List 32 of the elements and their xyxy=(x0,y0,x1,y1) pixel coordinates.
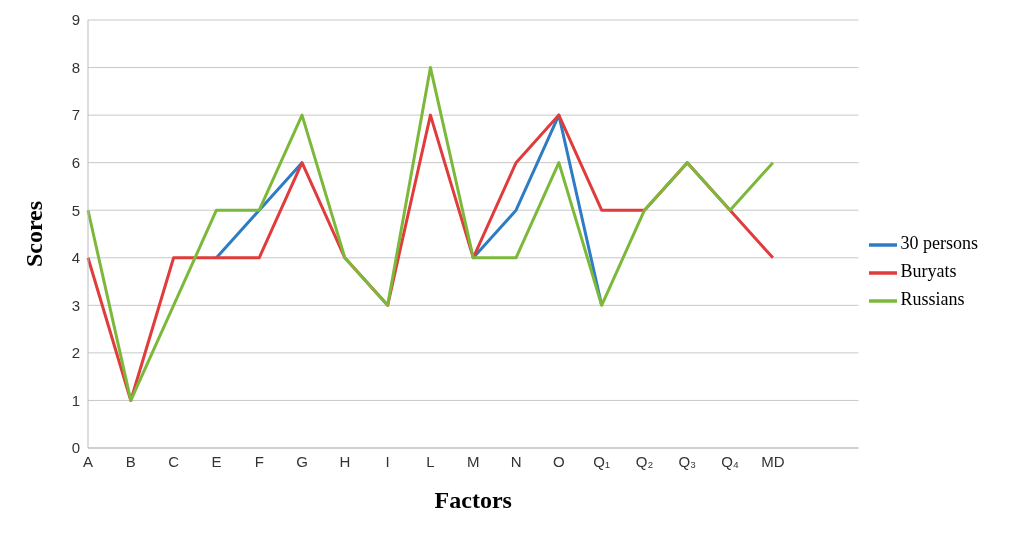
y-tick-label: 5 xyxy=(71,201,80,219)
x-tick-label: N xyxy=(510,452,522,470)
x-tick-label: MD xyxy=(761,452,785,470)
y-tick-label: 7 xyxy=(71,106,80,124)
x-tick-label: B xyxy=(125,452,136,470)
x-axis-title: Factors xyxy=(434,487,512,513)
y-tick-label: 6 xyxy=(71,153,80,171)
x-tick-label: H xyxy=(339,452,351,470)
x-tick-label: A xyxy=(82,452,94,470)
x-tick-label: Q₃ xyxy=(678,452,697,470)
x-tick-label: L xyxy=(426,452,435,470)
legend-label: Russians xyxy=(900,289,965,310)
x-tick-label: Q₂ xyxy=(635,452,654,470)
x-tick-label: M xyxy=(467,452,480,470)
x-tick-label: G xyxy=(296,452,308,470)
legend-label: 30 persons xyxy=(900,233,978,254)
x-tick-label: C xyxy=(168,452,180,470)
x-tick-label: E xyxy=(211,452,222,470)
y-tick-label: 0 xyxy=(71,439,80,457)
x-tick-label: O xyxy=(553,452,565,470)
y-tick-label: 4 xyxy=(71,249,80,267)
y-tick-label: 3 xyxy=(71,296,80,314)
x-tick-label: F xyxy=(254,452,264,470)
y-tick-label: 9 xyxy=(71,11,80,29)
x-tick-label: I xyxy=(385,452,390,470)
y-tick-label: 8 xyxy=(71,58,80,76)
x-tick-label: Q₄ xyxy=(721,452,739,470)
y-tick-label: 2 xyxy=(71,344,80,362)
y-axis-title: Scores xyxy=(20,200,47,268)
x-tick-label: Q₁ xyxy=(593,452,611,470)
legend-label: Buryats xyxy=(900,261,957,282)
y-tick-label: 1 xyxy=(71,391,80,409)
